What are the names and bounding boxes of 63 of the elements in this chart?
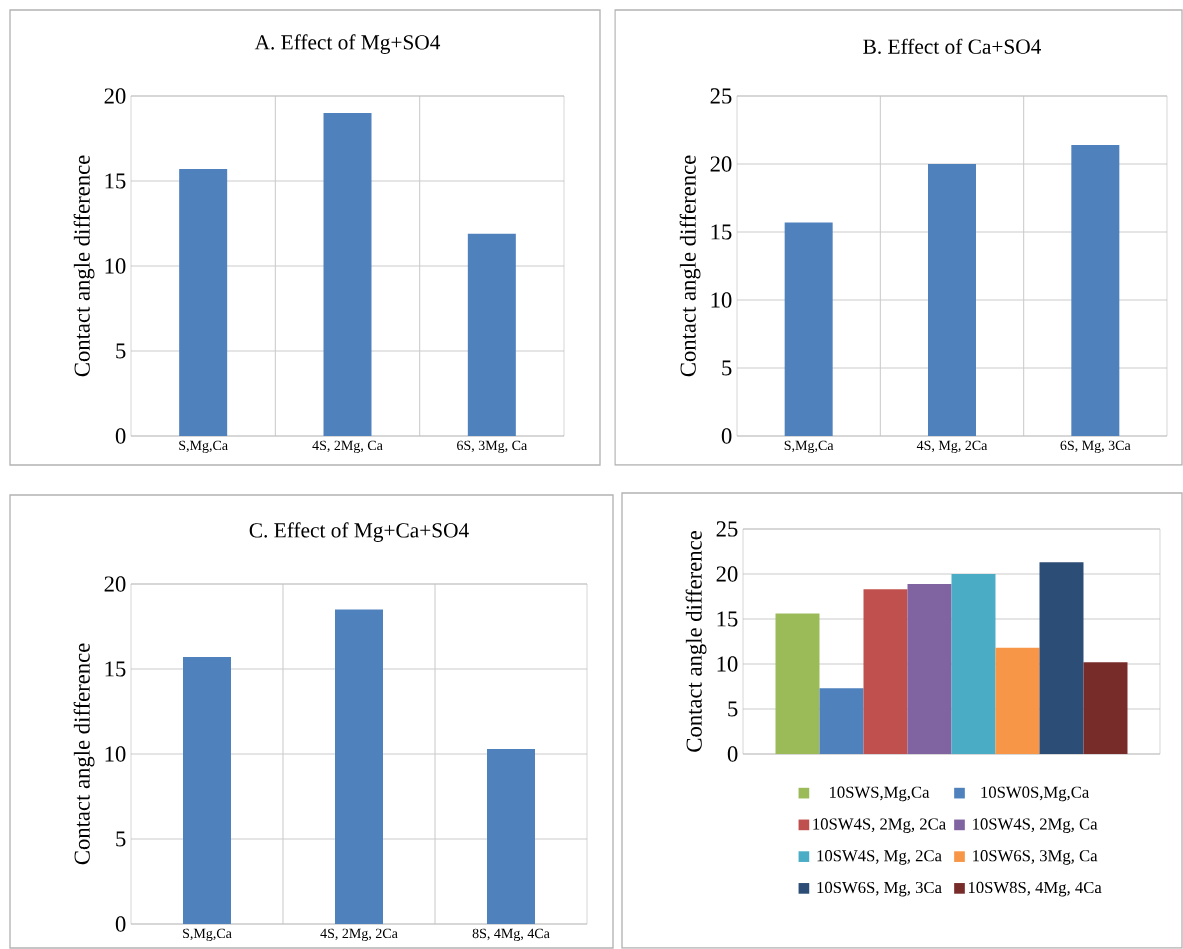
bar <box>1039 562 1084 754</box>
y-tick-label: 25 <box>710 88 732 104</box>
y-tick-label: 5 <box>728 701 738 717</box>
bar <box>487 748 535 924</box>
bar <box>784 222 833 436</box>
bar <box>951 573 996 754</box>
y-tick-label: 20 <box>716 566 738 582</box>
x-tick-label: 6S, 3Mg, Ca <box>457 440 528 453</box>
bar <box>995 647 1040 754</box>
x-tick-label: S,Mg,Ca <box>784 440 834 453</box>
y-axis-title: Contact angle difference <box>685 531 707 752</box>
bar <box>179 169 228 436</box>
y-tick-label: 20 <box>710 156 732 172</box>
y-tick-label: 5 <box>116 343 126 359</box>
bar <box>863 589 908 754</box>
y-tick-label: 10 <box>105 258 126 274</box>
bar <box>819 688 864 754</box>
bar <box>323 112 372 436</box>
x-tick-label: 4S, 2Mg, 2Ca <box>320 928 398 941</box>
bar <box>1083 662 1128 754</box>
x-tick-label: 8S, 4Mg, 4Ca <box>472 928 550 942</box>
y-tick-label: 0 <box>721 428 732 444</box>
bar <box>1071 144 1120 436</box>
bar <box>775 613 820 754</box>
x-tick-label: S,Mg,Ca <box>179 440 228 453</box>
chart-title: A. Effect of Mg+SO4 <box>254 34 441 54</box>
bar <box>928 163 976 436</box>
bar <box>335 609 383 924</box>
y-tick-label: 25 <box>716 521 738 537</box>
y-axis-title: Contact angle difference <box>679 155 701 377</box>
y-tick-label: 0 <box>115 916 126 932</box>
y-tick-label: 15 <box>105 661 126 677</box>
y-tick-label: 0 <box>115 428 126 444</box>
y-tick-label: 20 <box>104 576 126 592</box>
legend-label: 10SW6S, 3Mg, Ca <box>973 850 1098 865</box>
chart-title: B. Effect of Ca+SO4 <box>863 38 1042 54</box>
legend-label: 10SW6S, Mg, 3Ca <box>817 881 942 897</box>
bar <box>183 657 232 924</box>
y-tick-label: 15 <box>105 173 126 189</box>
y-tick-label: 20 <box>104 88 126 104</box>
x-tick-label: 6S, Mg, 3Ca <box>1060 440 1131 453</box>
legend-label: 10SW4S, 2Mg, 2Ca <box>813 818 946 834</box>
y-tick-label: 15 <box>717 611 738 627</box>
y-tick-label: 10 <box>717 656 738 672</box>
bar <box>467 233 516 436</box>
legend-label: 10SW8S, 4Mg, 4Ca <box>968 881 1102 897</box>
y-tick-label: 10 <box>711 292 732 308</box>
legend-label: 10SW4S, Mg, 2Ca <box>817 850 942 865</box>
bar <box>907 583 952 754</box>
y-tick-label: 5 <box>116 831 126 847</box>
y-tick-label: 10 <box>105 746 126 762</box>
chart-title: C. Effect of Mg+Ca+SO4 <box>249 522 469 542</box>
x-tick-label: 4S, Mg, 2Ca <box>916 440 988 453</box>
y-axis-title: Contact angle difference <box>73 155 95 377</box>
legend-label: 10SW4S, 2Mg, Ca <box>973 818 1098 834</box>
y-tick-label: 0 <box>727 746 738 762</box>
y-tick-label: 5 <box>722 360 732 376</box>
legend-label: 10SWS,Mg,Ca <box>830 786 930 802</box>
x-tick-label: 4S, 2Mg, Ca <box>312 440 383 453</box>
legend-label: 10SW0S,Mg,Ca <box>981 786 1090 802</box>
y-tick-label: 15 <box>711 224 732 240</box>
y-axis-title: Contact angle difference <box>73 643 95 865</box>
x-tick-label: S,Mg,Ca <box>183 928 232 941</box>
